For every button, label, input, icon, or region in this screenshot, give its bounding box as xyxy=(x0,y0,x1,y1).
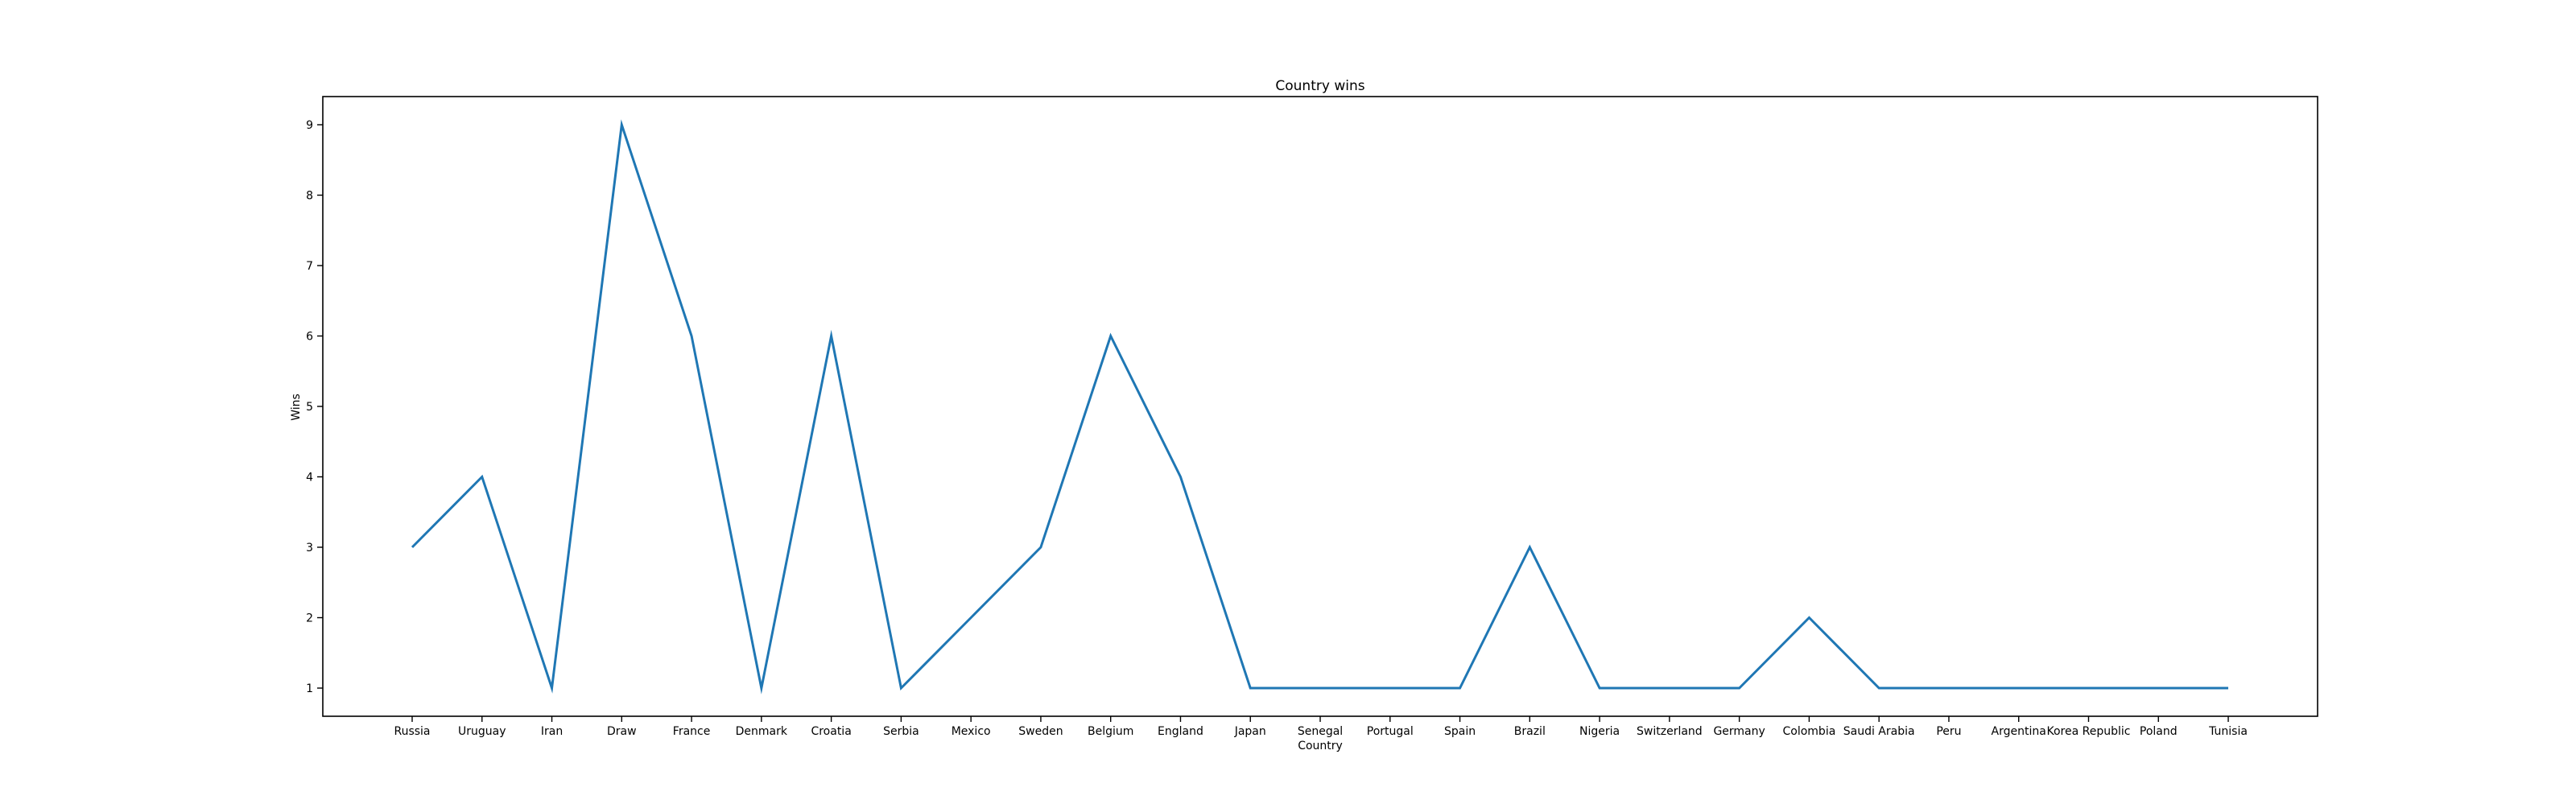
x-tick-label: Switzerland xyxy=(1637,725,1703,738)
x-tick-label: Iran xyxy=(541,725,563,738)
plot-frame xyxy=(322,96,2318,717)
x-tick-label: Poland xyxy=(2140,725,2178,738)
y-tick-label: 5 xyxy=(306,401,313,414)
chart-title: Country wins xyxy=(1275,78,1364,94)
x-tick-label: Spain xyxy=(1444,725,1476,738)
x-tick-label: Japan xyxy=(1234,725,1266,738)
x-tick-label: Mexico xyxy=(952,725,991,738)
x-tick-label: France xyxy=(673,725,711,738)
x-axis-label: Country xyxy=(1298,740,1343,752)
series-line xyxy=(411,119,2229,695)
y-tick-label: 3 xyxy=(306,542,313,554)
x-tick-label: Belgium xyxy=(1088,725,1133,738)
x-tick-label: Serbia xyxy=(883,725,919,738)
plot-area: 1 2 3 4 5 6 7 8 9 Russia Uruguay Iran Draw France Denm… xyxy=(306,119,2248,738)
x-tick-label: Russia xyxy=(394,725,430,738)
x-tick-label: Argentina xyxy=(1992,725,2046,738)
x-tick-label: Colombia xyxy=(1783,725,1836,738)
x-tick-label: Germany xyxy=(1713,725,1765,738)
x-tick-label: Nigeria xyxy=(1579,725,1620,738)
x-tick-label: Sweden xyxy=(1018,725,1063,738)
x-tick-label: Peru xyxy=(1936,725,1961,738)
x-tick-label: England xyxy=(1158,725,1203,738)
y-tick-label: 4 xyxy=(306,472,313,484)
y-tick-label: 9 xyxy=(306,119,313,132)
y-tick-label: 8 xyxy=(306,190,313,203)
x-tick-label: Senegal xyxy=(1298,725,1343,738)
y-axis-label: Wins xyxy=(290,394,303,421)
x-tick-label: Croatia xyxy=(811,725,851,738)
y-tick-label: 1 xyxy=(306,682,313,695)
x-tick-label: Brazil xyxy=(1514,725,1546,738)
y-tick-label: 7 xyxy=(306,260,313,273)
x-tick-label: Draw xyxy=(607,725,637,738)
x-tick-label: Denmark xyxy=(736,725,788,738)
y-tick-label: 2 xyxy=(306,612,313,625)
x-tick-label: Tunisia xyxy=(2208,725,2248,738)
x-tick-label: Korea Republic xyxy=(2046,725,2130,738)
x-tick-label: Uruguay xyxy=(458,725,506,738)
y-tick-label: 6 xyxy=(306,331,313,344)
x-tick-label: Saudi Arabia xyxy=(1843,725,1915,738)
x-tick-label: Portugal xyxy=(1367,725,1414,738)
